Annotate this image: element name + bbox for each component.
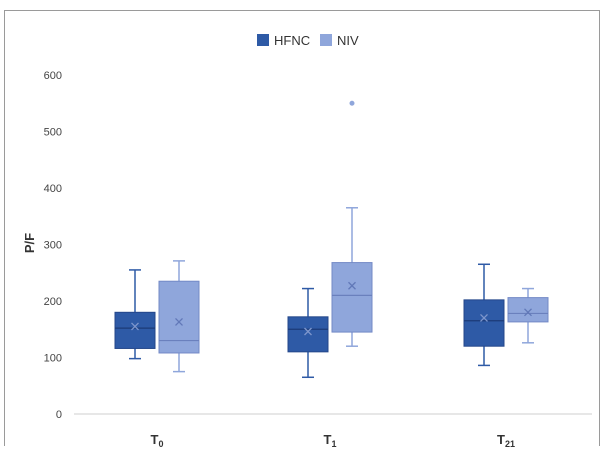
- mean-marker: [131, 322, 139, 331]
- y-axis-label: P/F: [22, 233, 37, 253]
- legend-swatch-hfnc: [257, 34, 269, 46]
- mean-marker: [304, 327, 312, 336]
- mean-marker: [348, 281, 356, 290]
- box-hfnc: [287, 287, 329, 379]
- outlier-point: [349, 100, 355, 106]
- box-body: [287, 316, 329, 353]
- x-tick-subscript: 21: [505, 439, 515, 449]
- y-tick-label: 0: [56, 409, 62, 421]
- x-tick-label: T0: [151, 432, 164, 449]
- x-tick-subscript: 1: [331, 439, 336, 449]
- box-niv: [158, 260, 200, 373]
- y-tick-label: 400: [44, 183, 62, 195]
- mean-marker: [524, 308, 532, 317]
- box-body: [158, 280, 200, 354]
- box-niv: [507, 287, 549, 344]
- chart-frame: [4, 10, 600, 446]
- box-body: [331, 262, 373, 333]
- y-tick-label: 200: [44, 296, 62, 308]
- y-tick-label: 500: [44, 127, 62, 139]
- box-hfnc: [463, 263, 505, 367]
- x-tick-subscript: 0: [158, 439, 163, 449]
- y-tick-labels: 0 100 200 300 400 500 600: [44, 70, 62, 421]
- y-tick-label: 300: [44, 240, 62, 252]
- y-tick-label: 100: [44, 353, 62, 365]
- mean-marker: [175, 317, 183, 326]
- box-body: [507, 297, 549, 323]
- box-body: [463, 299, 505, 347]
- x-tick-label: T1: [324, 432, 337, 449]
- y-tick-label: 600: [44, 70, 62, 82]
- boxes: [114, 100, 549, 379]
- legend-swatch-niv: [320, 34, 332, 46]
- box-hfnc: [114, 269, 156, 360]
- x-tick-labels: T0 T1 T21: [151, 432, 515, 449]
- box-body: [114, 311, 156, 349]
- box-niv: [331, 100, 373, 347]
- legend: HFNC NIV: [257, 33, 359, 48]
- legend-label-niv: NIV: [337, 33, 359, 48]
- legend-label-hfnc: HFNC: [274, 33, 310, 48]
- mean-marker: [480, 313, 488, 322]
- x-tick-label: T21: [497, 432, 515, 449]
